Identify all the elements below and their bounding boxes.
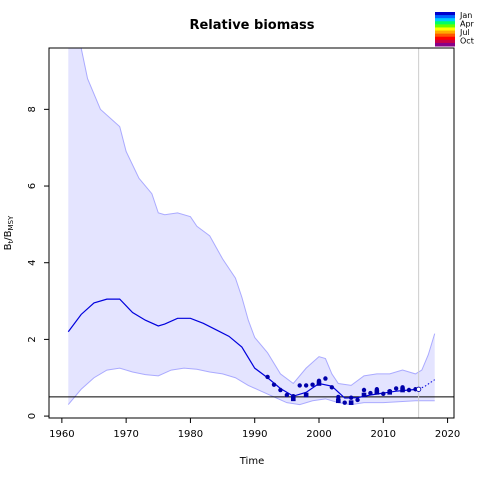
x-axis: 1960 1970 1980 1990 2000 2010 2020 xyxy=(49,418,460,440)
observed-point-square xyxy=(316,381,322,386)
plot-frame xyxy=(48,47,455,419)
x-tick-label: 1990 xyxy=(242,429,267,440)
y-axis-title-sub2: MSY xyxy=(7,215,15,230)
lower-bound-line xyxy=(67,367,435,406)
chart-title: Relative biomass xyxy=(189,18,314,33)
legend-color-swatch xyxy=(435,39,455,44)
legend-color-swatch xyxy=(435,33,455,38)
uncertainty-band xyxy=(68,48,435,405)
observed-point xyxy=(329,385,335,390)
observed-point xyxy=(323,376,328,381)
legend-label: Jul xyxy=(459,28,470,37)
x-tick-label: 2000 xyxy=(306,429,331,440)
x-tick-label: 1960 xyxy=(49,429,74,440)
observed-point xyxy=(393,386,399,391)
x-tick-label: 1970 xyxy=(113,429,138,440)
legend-color-swatch xyxy=(435,24,455,28)
y-axis-title: Bt/BMSY xyxy=(3,215,15,250)
y-tick-label: 2 xyxy=(27,336,38,342)
y-tick-label: 6 xyxy=(27,183,38,189)
observed-point xyxy=(284,392,290,398)
observed-point xyxy=(348,395,354,400)
observed-point xyxy=(381,391,386,397)
legend-color-swatch xyxy=(435,36,455,41)
y-axis-title-sub1: t xyxy=(7,240,15,243)
plot-area xyxy=(49,48,454,418)
observed-point-square xyxy=(348,400,354,405)
observed-point-square xyxy=(400,387,405,393)
y-axis-title-mid: /B xyxy=(3,230,14,240)
last-point-marker xyxy=(416,386,422,392)
y-tick-label: 0 xyxy=(27,413,38,419)
observed-point-square xyxy=(387,390,393,395)
observed-point xyxy=(336,394,341,400)
y-tick-label: 8 xyxy=(27,106,38,112)
x-tick-label: 1980 xyxy=(178,429,203,440)
plot-content xyxy=(49,48,454,418)
legend-label: Apr xyxy=(460,20,475,29)
legend-color-swatch xyxy=(435,18,455,22)
legend-label: Oct xyxy=(460,37,474,46)
upper-bound-line xyxy=(68,48,436,386)
y-axis-title-main: B xyxy=(3,243,14,250)
legend-label: Jan xyxy=(459,11,472,20)
observed-point xyxy=(342,400,347,405)
observed-point xyxy=(278,387,283,393)
observed-point-square xyxy=(290,396,296,402)
legend-color-swatch xyxy=(435,27,455,32)
projection-line xyxy=(418,379,435,390)
legend-color-swatch xyxy=(435,15,455,19)
observed-point-square xyxy=(374,390,380,395)
observed-point xyxy=(297,383,302,388)
observed-point xyxy=(355,397,360,403)
observed-point-square xyxy=(335,398,341,404)
observed-point-square xyxy=(361,392,367,398)
observed-point xyxy=(271,382,277,387)
x-tick-label: 2020 xyxy=(435,429,460,440)
svg-text:Bt/BMSY: Bt/BMSY xyxy=(3,215,15,250)
x-axis-title: Time xyxy=(239,456,264,467)
legend-color-swatch xyxy=(435,12,455,16)
observed-point xyxy=(361,387,367,393)
y-tick-label: 4 xyxy=(27,260,38,266)
observed-point xyxy=(406,387,412,393)
legend-color-swatch xyxy=(435,42,455,47)
observed-point-square xyxy=(303,392,309,398)
y-axis: 0 2 4 6 8 xyxy=(27,106,49,419)
legend-color-swatch xyxy=(435,30,455,35)
x-tick-label: 2010 xyxy=(371,429,396,440)
observed-point xyxy=(265,374,270,380)
legend-color-swatch xyxy=(435,21,455,25)
observed-point xyxy=(303,383,309,388)
observed-point xyxy=(310,382,315,387)
observed-point xyxy=(368,390,373,396)
